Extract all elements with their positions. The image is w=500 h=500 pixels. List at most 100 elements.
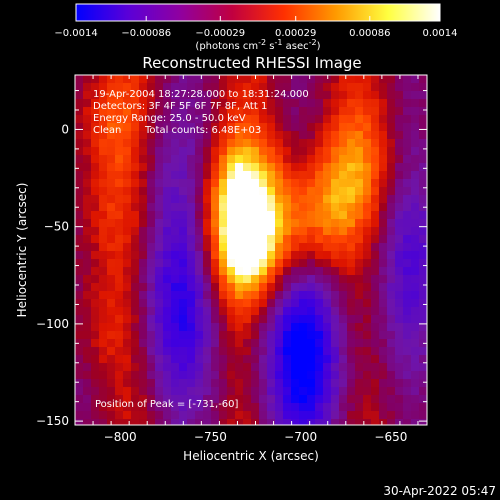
heatmap-cell xyxy=(379,131,387,139)
heatmap-cell xyxy=(203,339,211,347)
heatmap-cell xyxy=(203,147,211,155)
heatmap-cell xyxy=(171,387,179,395)
heatmap-cell xyxy=(75,363,83,371)
heatmap-cell xyxy=(315,275,323,283)
heatmap-cell xyxy=(131,211,139,219)
heatmap-cell xyxy=(387,347,395,355)
heatmap-cell xyxy=(163,315,171,323)
heatmap-cell xyxy=(379,355,387,363)
heatmap-cell xyxy=(411,99,419,107)
heatmap-cell xyxy=(379,235,387,243)
heatmap-cell xyxy=(315,315,323,323)
heatmap-cell xyxy=(203,395,211,403)
colorbar-tick-label: −0.00029 xyxy=(195,28,245,39)
heatmap-cell xyxy=(91,307,99,315)
heatmap-cell xyxy=(235,99,243,107)
heatmap-cell xyxy=(171,419,179,425)
heatmap-cell xyxy=(259,347,267,355)
heatmap-cell xyxy=(395,347,403,355)
heatmap-cell xyxy=(99,307,107,315)
heatmap-cell xyxy=(99,347,107,355)
heatmap-cell xyxy=(147,147,155,155)
heatmap-cell xyxy=(275,419,283,425)
heatmap-cell xyxy=(283,131,291,139)
heatmap-cell xyxy=(283,243,291,251)
heatmap-cell xyxy=(227,131,235,139)
heatmap-cell xyxy=(195,243,203,251)
heatmap-cell xyxy=(75,187,83,195)
heatmap-cell xyxy=(355,411,363,419)
heatmap-cell xyxy=(395,283,403,291)
heatmap-cell xyxy=(163,419,171,425)
heatmap-cell xyxy=(155,259,163,267)
heatmap-cell xyxy=(259,83,267,91)
heatmap-cell xyxy=(203,283,211,291)
heatmap-cell xyxy=(275,299,283,307)
heatmap-cell xyxy=(83,323,91,331)
heatmap-cell xyxy=(131,387,139,395)
heatmap-cell xyxy=(419,99,427,107)
heatmap-cell xyxy=(243,379,251,387)
heatmap-cell xyxy=(395,323,403,331)
heatmap-cell xyxy=(379,219,387,227)
heatmap-cell xyxy=(379,227,387,235)
heatmap-cell xyxy=(347,187,355,195)
heatmap-cell xyxy=(419,75,427,83)
colorbar-tick-label: −0.0014 xyxy=(54,28,97,39)
heatmap-cell xyxy=(235,323,243,331)
heatmap-cell xyxy=(291,187,299,195)
heatmap-cell xyxy=(387,307,395,315)
heatmap-cell xyxy=(187,203,195,211)
heatmap-cell xyxy=(363,403,371,411)
heatmap-cell xyxy=(235,419,243,425)
heatmap-cell xyxy=(187,275,195,283)
heatmap-cell xyxy=(155,115,163,123)
heatmap-cell xyxy=(403,91,411,99)
heatmap-cell xyxy=(275,147,283,155)
heatmap-cell xyxy=(299,179,307,187)
heatmap-cell xyxy=(339,147,347,155)
heatmap-cell xyxy=(187,171,195,179)
heatmap-cell xyxy=(203,419,211,425)
heatmap-cell xyxy=(323,235,331,243)
heatmap-cell xyxy=(331,291,339,299)
heatmap-cell xyxy=(251,259,259,267)
heatmap-cell xyxy=(275,251,283,259)
heatmap-cell xyxy=(339,131,347,139)
heatmap-cell xyxy=(163,211,171,219)
heatmap-cell xyxy=(219,203,227,211)
heatmap-cell xyxy=(291,347,299,355)
heatmap-cell xyxy=(347,339,355,347)
heatmap-cell xyxy=(251,395,259,403)
heatmap-cell xyxy=(355,123,363,131)
heatmap-cell xyxy=(235,243,243,251)
heatmap-cell xyxy=(299,315,307,323)
heatmap-cell xyxy=(131,411,139,419)
heatmap-cell xyxy=(339,235,347,243)
heatmap-cell xyxy=(403,355,411,363)
heatmap-cell xyxy=(227,147,235,155)
heatmap-cell xyxy=(379,75,387,83)
heatmap-cell xyxy=(187,91,195,99)
heatmap-cell xyxy=(99,227,107,235)
heatmap-cell xyxy=(179,275,187,283)
heatmap-cell xyxy=(235,139,243,147)
heatmap-cell xyxy=(307,339,315,347)
heatmap-cell xyxy=(251,387,259,395)
heatmap-cell xyxy=(267,195,275,203)
y-tick-label: −50 xyxy=(44,220,69,234)
heatmap-cell xyxy=(219,179,227,187)
heatmap-cell xyxy=(323,107,331,115)
heatmap-cell xyxy=(339,291,347,299)
heatmap-cell xyxy=(99,123,107,131)
heatmap-cell xyxy=(235,147,243,155)
heatmap-cell xyxy=(411,251,419,259)
heatmap-cell xyxy=(107,395,115,403)
heatmap-cell xyxy=(379,379,387,387)
heatmap-cell xyxy=(323,355,331,363)
heatmap-cell xyxy=(211,99,219,107)
heatmap-cell xyxy=(331,75,339,83)
heatmap-cell xyxy=(195,307,203,315)
heatmap-cell xyxy=(323,331,331,339)
heatmap-cell xyxy=(267,163,275,171)
